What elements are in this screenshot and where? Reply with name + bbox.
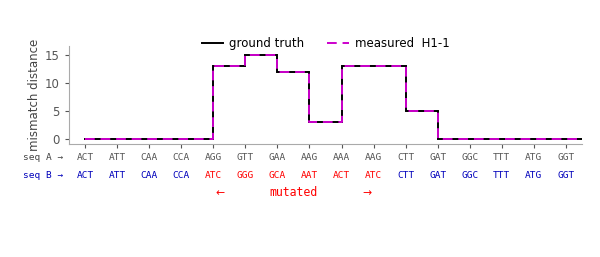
Text: GGT: GGT (557, 153, 575, 162)
Text: GGT: GGT (557, 171, 575, 180)
Text: AAG: AAG (365, 153, 382, 162)
Text: GAT: GAT (429, 153, 446, 162)
Text: GGC: GGC (461, 153, 478, 162)
Text: GGG: GGG (237, 171, 254, 180)
Y-axis label: mismatch distance: mismatch distance (28, 39, 41, 151)
Text: GAT: GAT (429, 171, 446, 180)
Text: TTT: TTT (493, 171, 511, 180)
Text: ATT: ATT (109, 171, 126, 180)
Text: ATG: ATG (525, 153, 542, 162)
Text: GAA: GAA (269, 153, 286, 162)
Text: GCA: GCA (269, 171, 286, 180)
Text: ATC: ATC (365, 171, 382, 180)
Text: seq A →: seq A → (23, 153, 63, 162)
Text: ATC: ATC (205, 171, 222, 180)
Text: CTT: CTT (397, 153, 414, 162)
Text: AAA: AAA (333, 153, 350, 162)
Text: AAT: AAT (301, 171, 318, 180)
Legend: ground truth, measured  H1-1: ground truth, measured H1-1 (197, 33, 454, 55)
Text: TTT: TTT (493, 153, 511, 162)
Text: ACT: ACT (76, 171, 94, 180)
Text: mutated: mutated (269, 186, 317, 199)
Text: ATT: ATT (109, 153, 126, 162)
Text: AAG: AAG (301, 153, 318, 162)
Text: seq B →: seq B → (23, 171, 63, 180)
Text: ←: ← (215, 188, 224, 198)
Text: ACT: ACT (333, 171, 350, 180)
Text: CCA: CCA (173, 153, 190, 162)
Text: ACT: ACT (76, 153, 94, 162)
Text: →: → (362, 188, 372, 198)
Text: GGC: GGC (461, 171, 478, 180)
Text: CAA: CAA (140, 153, 158, 162)
Text: CAA: CAA (140, 171, 158, 180)
Text: CTT: CTT (397, 171, 414, 180)
Text: AGG: AGG (205, 153, 222, 162)
Text: CCA: CCA (173, 171, 190, 180)
Text: ATG: ATG (525, 171, 542, 180)
Text: GTT: GTT (237, 153, 254, 162)
